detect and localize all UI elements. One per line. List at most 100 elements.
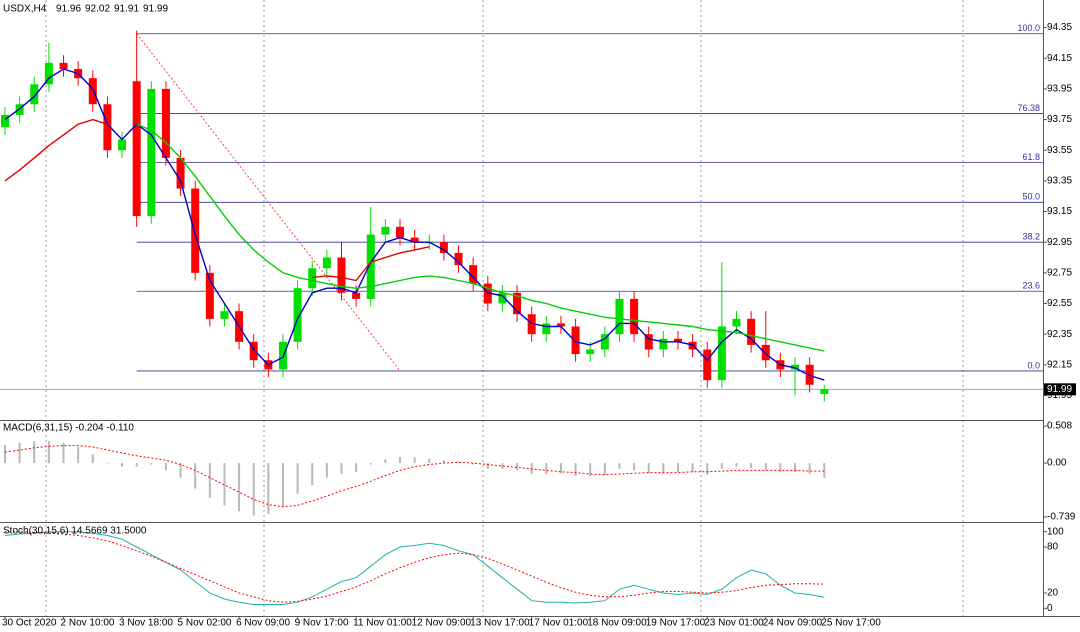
candle-body (293, 288, 302, 342)
histogram-bar (676, 463, 679, 472)
histogram-bar (135, 463, 138, 467)
x-tick-label: 13 Nov 17:00 (470, 618, 530, 629)
x-tick-label: 9 Nov 17:00 (295, 618, 349, 629)
oscillator-line (5, 531, 825, 603)
histogram-bar (267, 463, 270, 515)
x-tick-label: 23 Nov 01:00 (704, 618, 764, 629)
x-tick-label: 2 Nov 10:00 (61, 618, 115, 629)
histogram-bar (311, 463, 314, 485)
candle-body (761, 344, 770, 361)
panel-title: MACD(6,31,15) -0.204 -0.110 (3, 423, 134, 434)
x-tick-label: 3 Nov 18:00 (119, 618, 173, 629)
x-tick-label: 18 Nov 09:00 (587, 618, 647, 629)
x-tick-label: 25 Nov 17:00 (821, 618, 881, 629)
candle-body (30, 84, 39, 105)
histogram-bar (18, 442, 21, 464)
fib-label: 76.38 (1017, 103, 1040, 113)
candle-body (147, 88, 156, 217)
candle-body (673, 338, 682, 342)
candle-body (103, 104, 112, 151)
fib-label: 38.2 (1022, 232, 1040, 242)
histogram-bar (794, 463, 797, 472)
signal-line (4, 445, 825, 508)
price-label-box (1044, 383, 1076, 396)
candle-body (337, 257, 346, 293)
fib-label: 100.0 (1017, 23, 1040, 33)
candle-body (556, 323, 565, 327)
candle-body (659, 338, 668, 350)
candle-body (161, 88, 170, 158)
histogram-bar (238, 463, 241, 512)
histogram-bar (706, 463, 709, 475)
candle-body (615, 298, 624, 335)
histogram-bar (384, 459, 387, 464)
candle-body (220, 311, 229, 319)
histogram-bar (296, 463, 299, 494)
moving-average (4, 68, 825, 381)
candle-body (454, 252, 463, 266)
candle-body (820, 389, 829, 394)
histogram-bar (559, 463, 562, 474)
x-tick-label: 12 Nov 09:00 (412, 618, 472, 629)
candle-body (366, 234, 375, 299)
y-tick-label: 93.35 (1047, 176, 1072, 187)
x-tick-label: 5 Nov 02:00 (178, 618, 232, 629)
histogram-bar (808, 463, 811, 475)
candle-body (527, 314, 536, 335)
candle-body (732, 318, 741, 327)
y-tick-label: 94.15 (1047, 53, 1072, 64)
candle-body (747, 318, 756, 345)
header-open: 91.96 (56, 4, 81, 15)
candle-body (132, 81, 141, 217)
histogram-bar (735, 463, 738, 467)
histogram-bar (574, 463, 577, 477)
candle-body (176, 157, 185, 189)
histogram-bar (413, 457, 416, 464)
histogram-bar (457, 461, 460, 464)
candle-body (88, 78, 97, 105)
histogram-bar (106, 463, 109, 464)
y-tick-label: 80 (1047, 542, 1059, 553)
candle-body (396, 226, 405, 238)
histogram-bar (545, 463, 548, 475)
histogram-bar (208, 463, 211, 499)
candle-body (644, 334, 653, 350)
candle-body (205, 272, 214, 319)
histogram-bar (252, 463, 255, 516)
histogram-bar (662, 463, 665, 474)
y-tick-label: 92.95 (1047, 237, 1072, 248)
fib-label: 61.8 (1022, 152, 1040, 162)
x-tick-label: 6 Nov 09:00 (236, 618, 290, 629)
candle-body (791, 364, 800, 370)
histogram-bar (472, 463, 475, 465)
histogram-bar (720, 463, 723, 469)
candle-body (249, 341, 258, 361)
histogram-bar (223, 463, 226, 506)
moving-average (136, 123, 825, 352)
candle-body (118, 139, 127, 151)
candle-body (381, 226, 390, 235)
y-tick-label: 94.35 (1047, 22, 1072, 33)
histogram-bar (47, 441, 50, 464)
histogram-bar (603, 463, 606, 475)
candle-body (191, 188, 200, 273)
y-tick-label: 92.75 (1047, 267, 1072, 278)
candle-body (498, 292, 507, 304)
histogram-bar (486, 463, 489, 469)
y-tick-label: 93.15 (1047, 206, 1072, 217)
candle-body (308, 268, 317, 289)
candle-body (322, 257, 331, 269)
y-tick-label: 93.95 (1047, 84, 1072, 95)
histogram-bar (77, 447, 80, 464)
histogram-bar (647, 463, 650, 474)
y-tick-label: 92.15 (1047, 359, 1072, 370)
y-tick-label: 92.35 (1047, 329, 1072, 340)
histogram-bar (194, 463, 197, 489)
panel-title: Stoch(30,15,6) 14.5669 31.5000 (3, 526, 147, 537)
histogram-bar (589, 463, 592, 477)
chart-title: USDX,H4 (3, 4, 47, 15)
panel-borders (0, 0, 1080, 617)
candle-body (439, 242, 448, 253)
